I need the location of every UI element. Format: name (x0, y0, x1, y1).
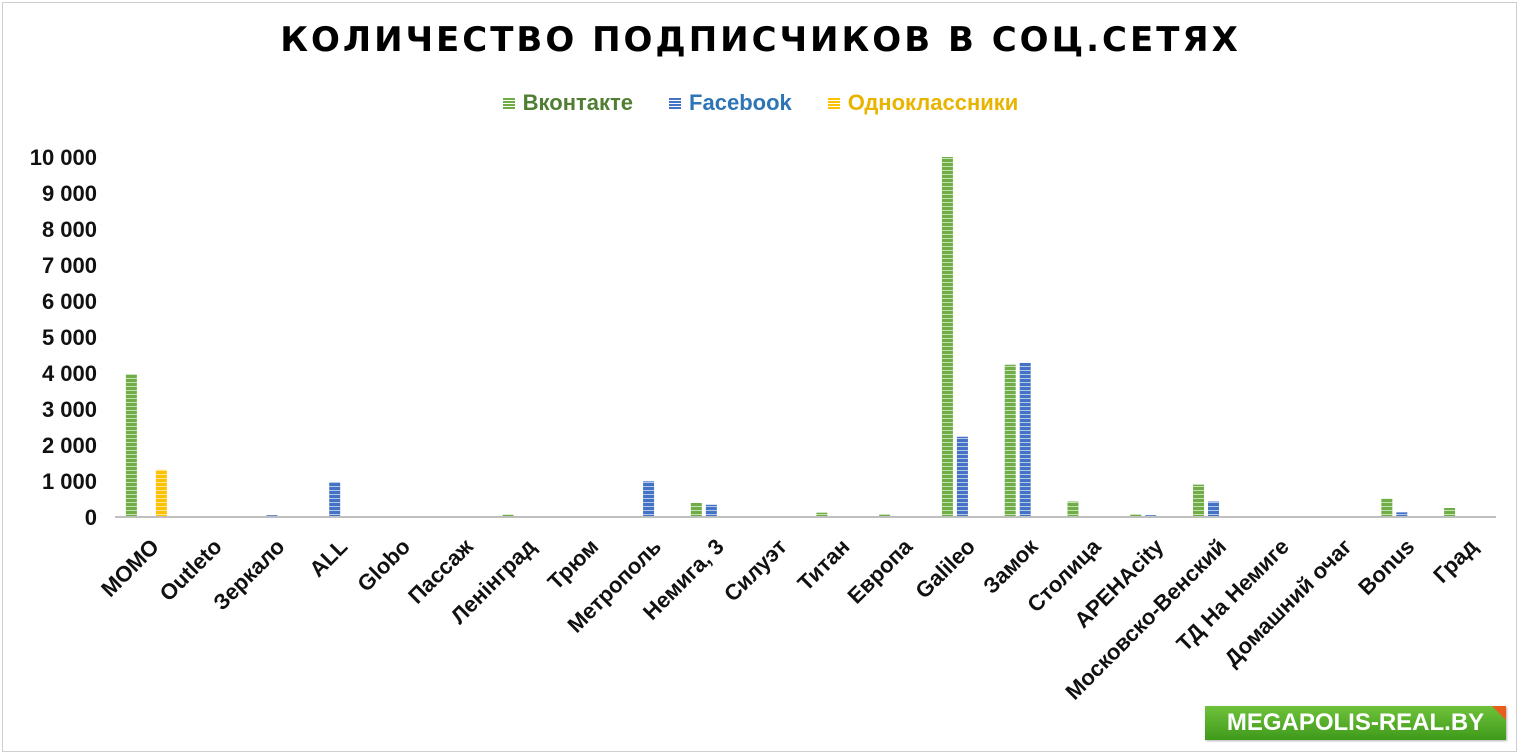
bar-vkontakte (690, 502, 702, 517)
x-tick-label: ALL (304, 534, 352, 582)
watermark: MEGAPOLIS-REAL.BY (1205, 706, 1506, 740)
x-tick-label: Bonus (1353, 534, 1419, 600)
x-tick-label: Galileo (910, 534, 980, 604)
bars (125, 157, 1456, 517)
legend-swatch-vkontakte (502, 97, 515, 109)
bar-vkontakte (879, 514, 891, 517)
y-tick-label: 0 (85, 505, 97, 530)
bar-facebook (1019, 362, 1031, 517)
x-tick-label: Европа (843, 533, 918, 608)
bar-vkontakte (125, 374, 137, 517)
watermark-text: MEGAPOLIS-REAL.BY (1226, 709, 1485, 736)
x-tick-label: Титан (793, 534, 855, 596)
legend-swatch-facebook (669, 97, 682, 109)
watermark-corner (1492, 706, 1506, 720)
y-tick-label: 2 000 (42, 433, 97, 458)
bar-vkontakte (1130, 514, 1142, 517)
bar-vkontakte (1004, 364, 1016, 517)
y-tick-label: 8 000 (42, 217, 97, 242)
y-axis-ticks: 0 1 000 2 000 3 000 4 000 5 000 6 000 7 000 8 00… (30, 145, 97, 530)
bar-vkontakte (1067, 501, 1079, 517)
x-tick-label: MOMO (96, 534, 164, 602)
x-tick-label: Трюм (543, 534, 604, 595)
bar-odnoklassniki (155, 469, 167, 517)
bar-vkontakte (816, 512, 828, 517)
bar-facebook (956, 436, 968, 517)
y-tick-label: 9 000 (42, 181, 97, 206)
legend-label-vkontakte: Вконтакте (522, 90, 634, 115)
y-tick-label: 4 000 (42, 361, 97, 386)
x-tick-label: ТД На Немиге (1172, 534, 1294, 656)
bar-vkontakte (1381, 498, 1393, 517)
bar-vkontakte (1444, 508, 1456, 517)
y-tick-label: 6 000 (42, 289, 97, 314)
bar-facebook (329, 482, 341, 517)
y-tick-label: 10 000 (30, 145, 97, 170)
legend-item-vkontakte: Вконтакте (502, 90, 634, 116)
y-tick-label: 5 000 (42, 325, 97, 350)
legend-label-odnoklassniki: Одноклассники (847, 90, 1019, 115)
y-tick-label: 3 000 (42, 397, 97, 422)
x-tick-label: Град (1428, 534, 1482, 588)
bar-facebook (705, 504, 717, 517)
legend-label-facebook: Facebook (689, 90, 792, 115)
bar-facebook (643, 481, 655, 517)
bar-vkontakte (1193, 484, 1205, 517)
y-tick-label: 1 000 (42, 469, 97, 494)
bar-vkontakte (502, 514, 514, 517)
legend-item-facebook: Facebook (669, 90, 792, 116)
bar-vkontakte (941, 157, 953, 517)
x-tick-label: Силуэт (719, 534, 792, 607)
chart-title: КОЛИЧЕСТВО ПОДПИСЧИКОВ В СОЦ.СЕТЯХ (280, 20, 1241, 60)
legend-item-odnoklassniki: Одноклассники (827, 90, 1019, 116)
legend-swatch-odnoklassniki (827, 97, 840, 109)
y-tick-label: 7 000 (42, 253, 97, 278)
bar-facebook (1208, 501, 1220, 517)
bar-facebook (1396, 512, 1408, 517)
legend: Вконтакте Facebook Одноклассники (0, 90, 1521, 116)
